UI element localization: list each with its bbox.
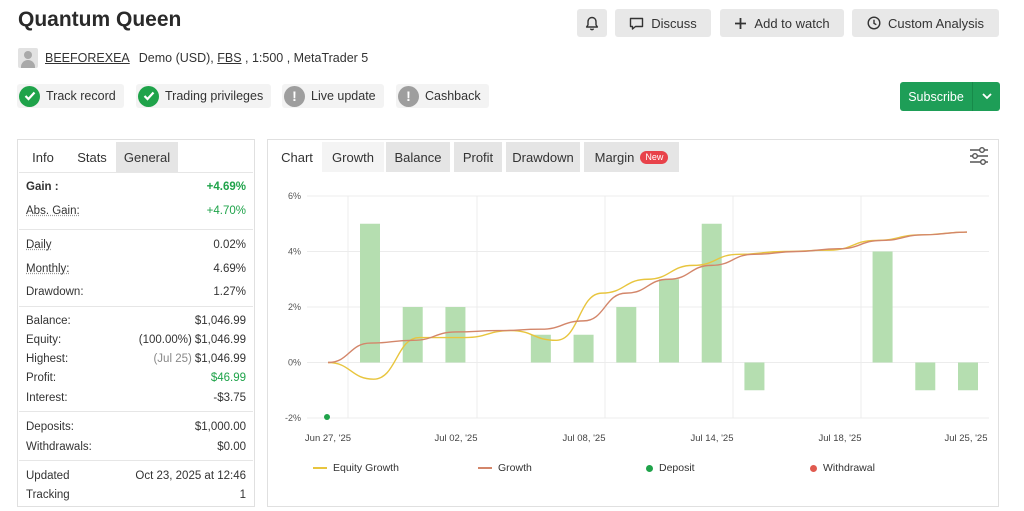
stat-balance: Balance: $1,046.99: [26, 315, 246, 327]
clock-icon: [867, 16, 881, 30]
tab-drawdown[interactable]: Drawdown: [506, 142, 580, 172]
stat-profit: Profit: $46.99: [26, 372, 246, 384]
custom-analysis-button[interactable]: Custom Analysis: [852, 9, 999, 37]
tab-general[interactable]: General: [116, 142, 178, 172]
stat-updated: Updated Oct 23, 2025 at 12:46: [26, 470, 246, 482]
badge-live-update[interactable]: ! Live update: [282, 84, 384, 108]
badge-trading-privileges[interactable]: Trading privileges: [136, 84, 272, 108]
broker-link[interactable]: FBS: [217, 51, 242, 65]
left-tabs: Info Stats General: [18, 142, 178, 172]
stat-deposits: Deposits: $1,000.00: [26, 421, 246, 433]
badge-track-record[interactable]: Track record: [17, 84, 124, 108]
stat-drawdown: Drawdown: 1.27%: [26, 286, 246, 298]
badge-label: Live update: [311, 89, 376, 103]
leverage: , 1:500 ,: [241, 51, 294, 65]
badge-label: Cashback: [425, 89, 481, 103]
notify-button[interactable]: [577, 9, 607, 37]
chat-icon: [629, 17, 644, 30]
stat-abs-gain: Abs. Gain: +4.70%: [26, 205, 246, 217]
tab-margin[interactable]: Margin New: [584, 142, 679, 172]
tab-profit[interactable]: Profit: [454, 142, 502, 172]
badge-label: Track record: [46, 89, 116, 103]
tab-margin-label: Margin: [594, 149, 635, 165]
stat-tracking: Tracking 1: [26, 489, 246, 501]
exclamation-circle-icon: !: [398, 85, 419, 107]
tab-growth[interactable]: Growth: [322, 142, 384, 172]
new-badge: New: [640, 150, 669, 164]
tab-chart[interactable]: Chart: [272, 142, 322, 172]
stat-daily: Daily 0.02%: [26, 239, 246, 251]
watch-label: Add to watch: [754, 15, 830, 31]
settings-sliders-icon[interactable]: [968, 147, 990, 165]
stat-withdrawals: Withdrawals: $0.00: [26, 441, 246, 453]
tab-stats[interactable]: Stats: [68, 142, 116, 172]
badge-cashback[interactable]: ! Cashback: [396, 84, 489, 108]
plus-icon: [734, 17, 747, 30]
stat-monthly: Monthly: 4.69%: [26, 263, 246, 275]
page-title: Quantum Queen: [18, 8, 182, 31]
stats-panel: [17, 139, 255, 507]
account-type: Demo (USD),: [138, 51, 218, 65]
legend-deposit[interactable]: Deposit: [646, 461, 695, 475]
subscribe-label: Subscribe: [908, 89, 964, 104]
chart-tabs: Chart Growth Balance Profit Drawdown Mar…: [272, 142, 679, 172]
legend-growth[interactable]: Growth: [478, 461, 532, 475]
avatar: [18, 48, 38, 68]
tab-info[interactable]: Info: [18, 142, 68, 172]
discuss-label: Discuss: [651, 15, 697, 31]
stat-highest: Highest: (Jul 25) $1,046.99: [26, 353, 246, 365]
subscribe-button[interactable]: Subscribe: [900, 82, 1000, 111]
custom-analysis-label: Custom Analysis: [887, 15, 985, 31]
user-link[interactable]: BEEFOREXEA: [45, 51, 130, 65]
legend-withdrawal[interactable]: Withdrawal: [810, 461, 875, 475]
check-circle-icon: [19, 85, 40, 107]
add-to-watch-button[interactable]: Add to watch: [720, 9, 844, 37]
stat-interest: Interest: -$3.75: [26, 392, 246, 404]
chart-panel: [267, 139, 999, 507]
discuss-button[interactable]: Discuss: [615, 9, 711, 37]
check-circle-icon: [138, 85, 159, 107]
bell-icon: [585, 16, 599, 31]
stat-equity: Equity: (100.00%) $1,046.99: [26, 334, 246, 346]
stat-gain: Gain : +4.69%: [26, 181, 246, 193]
tab-balance[interactable]: Balance: [386, 142, 450, 172]
chevron-down-icon[interactable]: [973, 82, 1000, 111]
badge-label: Trading privileges: [165, 89, 264, 103]
platform: MetaTrader 5: [293, 51, 369, 65]
legend-equity-growth[interactable]: Equity Growth: [313, 461, 399, 475]
exclamation-circle-icon: !: [284, 85, 305, 107]
account-info: BEEFOREXEA Demo (USD), FBS , 1:500 , Met…: [18, 48, 368, 68]
